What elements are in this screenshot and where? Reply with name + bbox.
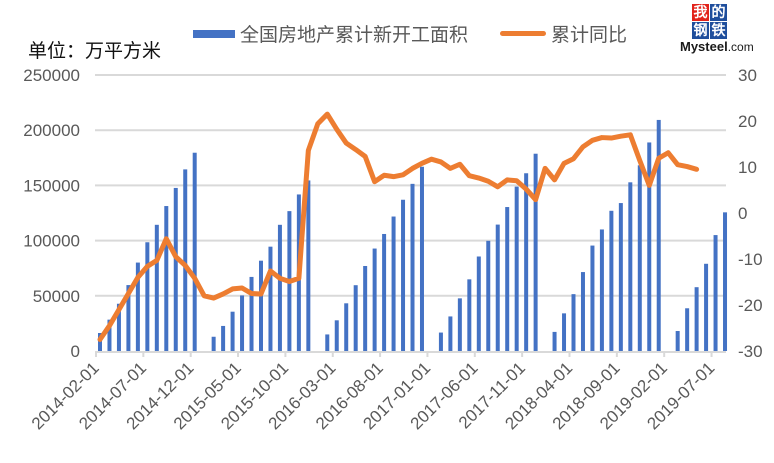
legend-item-yoy: 累计同比 [500,20,627,47]
y-axis-right: -30 -20 -10 0 10 20 30 [738,66,763,361]
bar [240,295,245,351]
bar [609,210,614,351]
legend-line-swatch [500,31,547,36]
bar [476,256,481,351]
bar [486,240,491,351]
bar [590,245,595,351]
bar-series-new-construction [98,119,728,351]
bar [410,183,415,351]
legend-label-new-construction: 全国房地产累计新开工面积 [240,24,469,46]
x-axis: 2014-02-012014-07-012014-12-012015-05-01… [28,351,726,433]
bar [514,186,519,351]
bar [457,298,462,351]
y-right-tick-label: -10 [738,250,763,269]
bar [363,265,368,351]
bar [704,263,709,351]
logo-cell-gang: 钢 [692,22,709,39]
bar [183,169,188,351]
y-left-tick-label: 150000 [23,176,80,195]
bar [107,319,112,351]
bar [382,233,387,351]
logo-grid: 我 的 钢 铁 [692,4,727,39]
bar [154,224,159,351]
logo-cell-tie: 铁 [710,22,727,39]
y-right-tick-label: -20 [738,296,763,315]
legend-label-yoy: 累计同比 [551,24,628,46]
logo-cell-wo: 我 [692,4,709,21]
line-series-yoy [97,111,700,342]
legend-item-new-construction: 全国房地产累计新开工面积 [193,20,468,47]
bar [675,331,680,351]
bar [533,153,538,351]
bar [116,303,121,351]
bar [448,316,453,351]
bar [467,279,472,351]
bar [656,119,661,351]
bar [98,333,102,351]
bar [552,331,557,351]
bar [723,212,728,351]
bar [419,166,424,351]
bar [637,165,642,351]
logo-text-main: Mysteel [680,39,728,54]
bar [164,206,169,351]
bar [135,262,140,351]
bar [618,203,623,351]
bar [438,332,443,351]
y-right-tick-label: -30 [738,342,763,361]
bar [268,246,273,351]
bar [306,180,311,351]
bar [571,294,576,351]
bar [713,235,718,351]
bar [562,313,567,351]
y-left-tick-label: 250000 [23,66,80,85]
bar [221,325,226,351]
y-left-tick-label: 0 [71,342,80,361]
bar [580,272,585,351]
y-right-tick-label: 20 [738,112,757,131]
bar [391,216,396,351]
bar [344,303,349,351]
y-left-tick-label: 100000 [23,232,80,251]
bar [277,224,282,351]
bar [599,229,604,351]
bar [524,173,529,351]
logo-cell-de: 的 [710,4,727,21]
logo-text: Mysteel.com [680,39,754,54]
bar [249,276,254,351]
legend: 全国房地产累计新开工面积 累计同比 [193,20,659,47]
unit-label: 单位：万平方米 [28,40,162,62]
bar [173,187,178,351]
bar [192,152,197,351]
bar [126,285,131,351]
mysteel-logo: 我 的 钢 铁 Mysteel.com [680,4,766,56]
bar [685,308,690,351]
y-right-tick-label: 30 [738,66,757,85]
bar [647,142,652,351]
y-left-tick-label: 200000 [23,121,80,140]
bar [694,287,699,351]
y-axis-left: 0 50000 100000 150000 200000 250000 [23,66,80,361]
logo-text-suffix: .com [727,40,754,54]
bar [628,182,633,351]
yoy-line [97,111,700,342]
bar [505,207,510,351]
y-right-tick-label: 10 [738,158,757,177]
bar [230,311,235,351]
bar [145,242,150,351]
y-left-tick-label: 50000 [33,287,80,306]
bar [495,224,500,351]
bar [372,248,377,351]
bar [325,334,330,351]
bar [353,285,358,351]
y-right-tick-label: 0 [738,204,747,223]
bar [334,320,339,351]
bar [211,336,216,351]
legend-bar-swatch [193,29,235,38]
bar [401,199,406,351]
bar [258,260,263,351]
